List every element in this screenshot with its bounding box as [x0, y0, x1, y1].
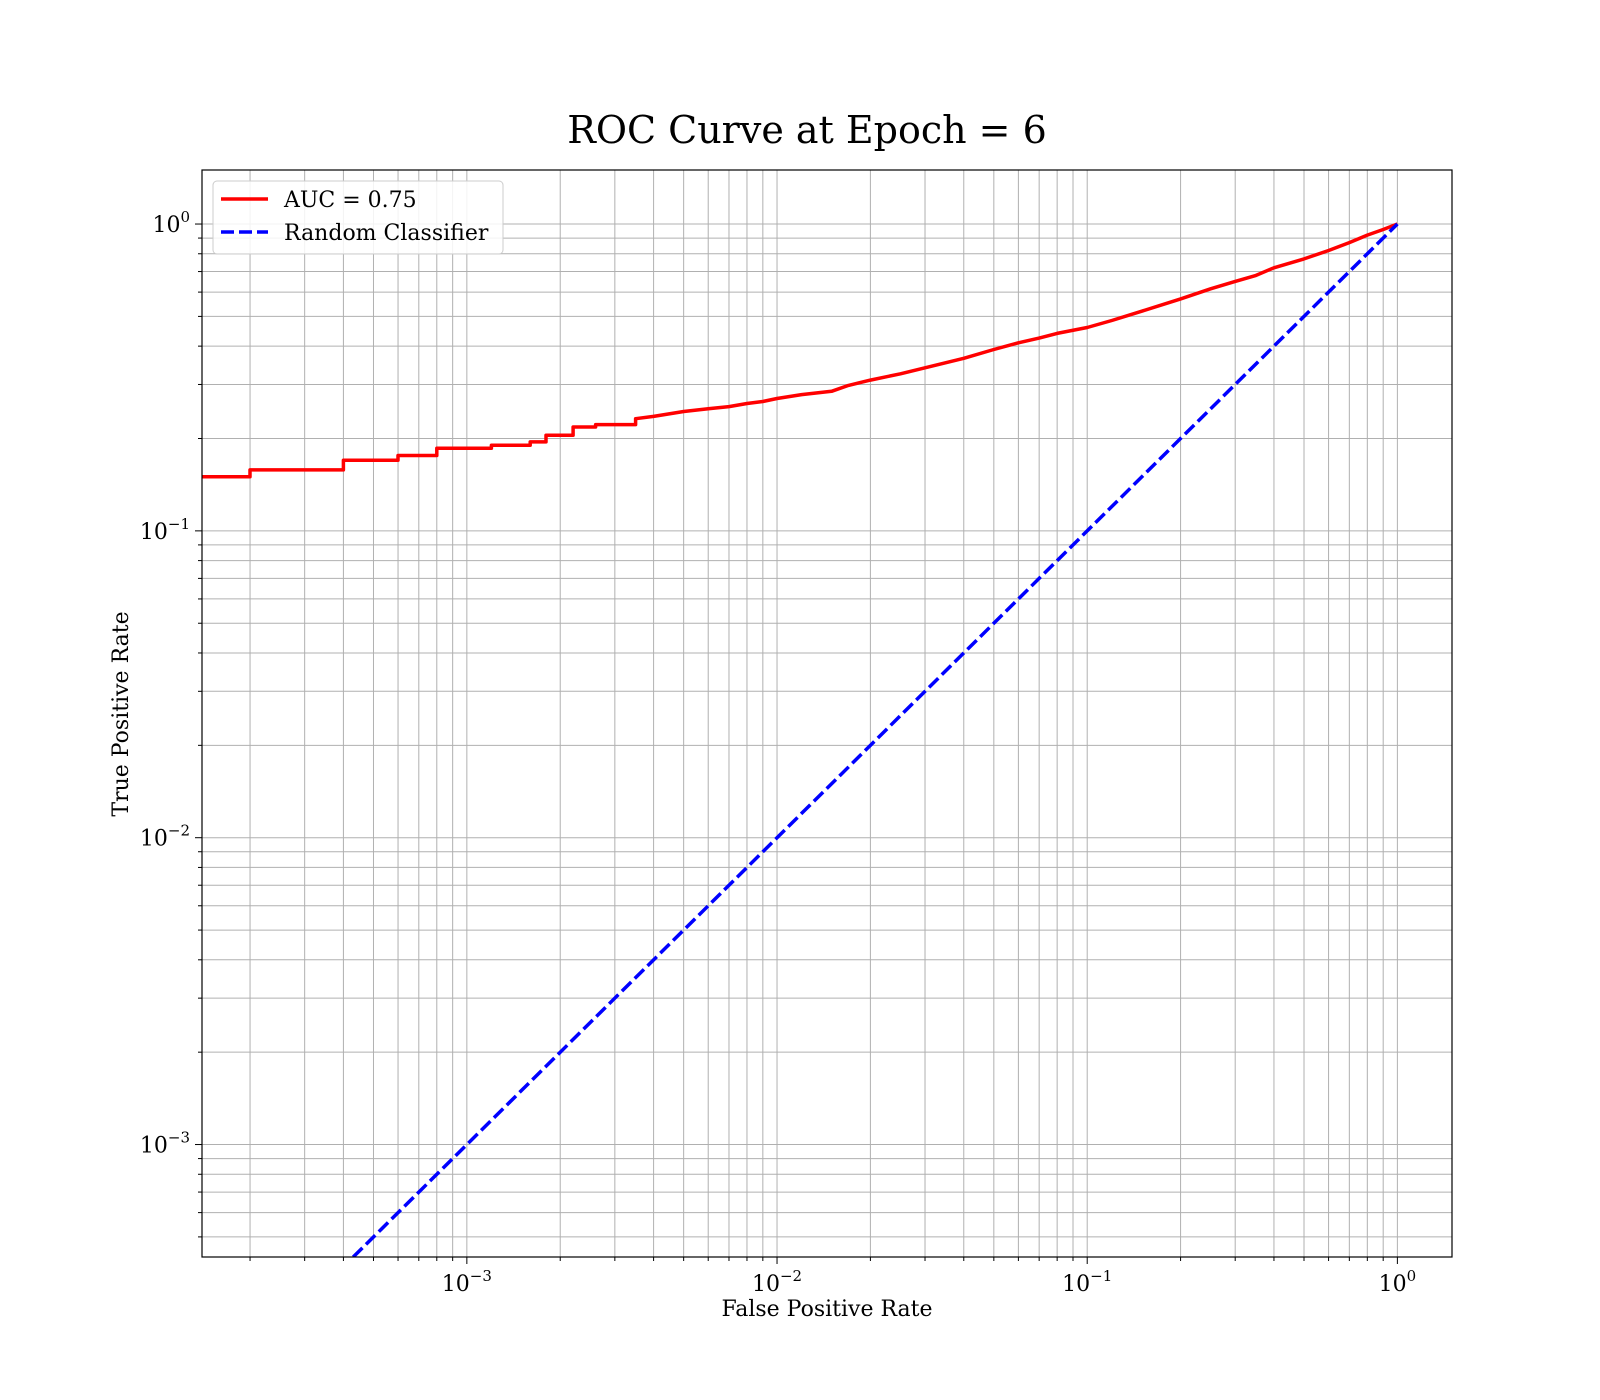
grid-layer	[202, 170, 1452, 1257]
y-tick-label: 10−1	[140, 515, 190, 545]
legend-label-auc: AUC = 0.75	[283, 188, 417, 213]
x-tick-label: 100	[1379, 1267, 1417, 1297]
series-line-auc	[202, 222, 1399, 479]
chart-title: ROC Curve at Epoch = 6	[567, 108, 1047, 152]
y-tick-label: 100	[152, 208, 190, 238]
tick-layer: 10−3 10−2 10−1 100 10−3 10−2 10−1 100	[140, 208, 1416, 1297]
y-tick-label: 10−2	[140, 822, 190, 852]
y-tick-label: 10−3	[140, 1129, 190, 1159]
y-axis-label: True Positive Rate	[109, 611, 134, 816]
plot-frame	[201, 169, 1453, 1258]
legend-label-random-classifier: Random Classifier	[284, 221, 489, 246]
x-tick-label: 10−3	[442, 1267, 492, 1297]
series-line-random-classifier	[351, 222, 1399, 1257]
series-layer	[202, 222, 1399, 1257]
legend-box	[212, 180, 504, 255]
x-axis-label: False Positive Rate	[721, 1297, 932, 1322]
legend: AUC = 0.75 Random Classifier	[212, 180, 504, 255]
x-tick-label: 10−2	[752, 1267, 802, 1297]
x-tick-label: 10−1	[1062, 1267, 1112, 1297]
